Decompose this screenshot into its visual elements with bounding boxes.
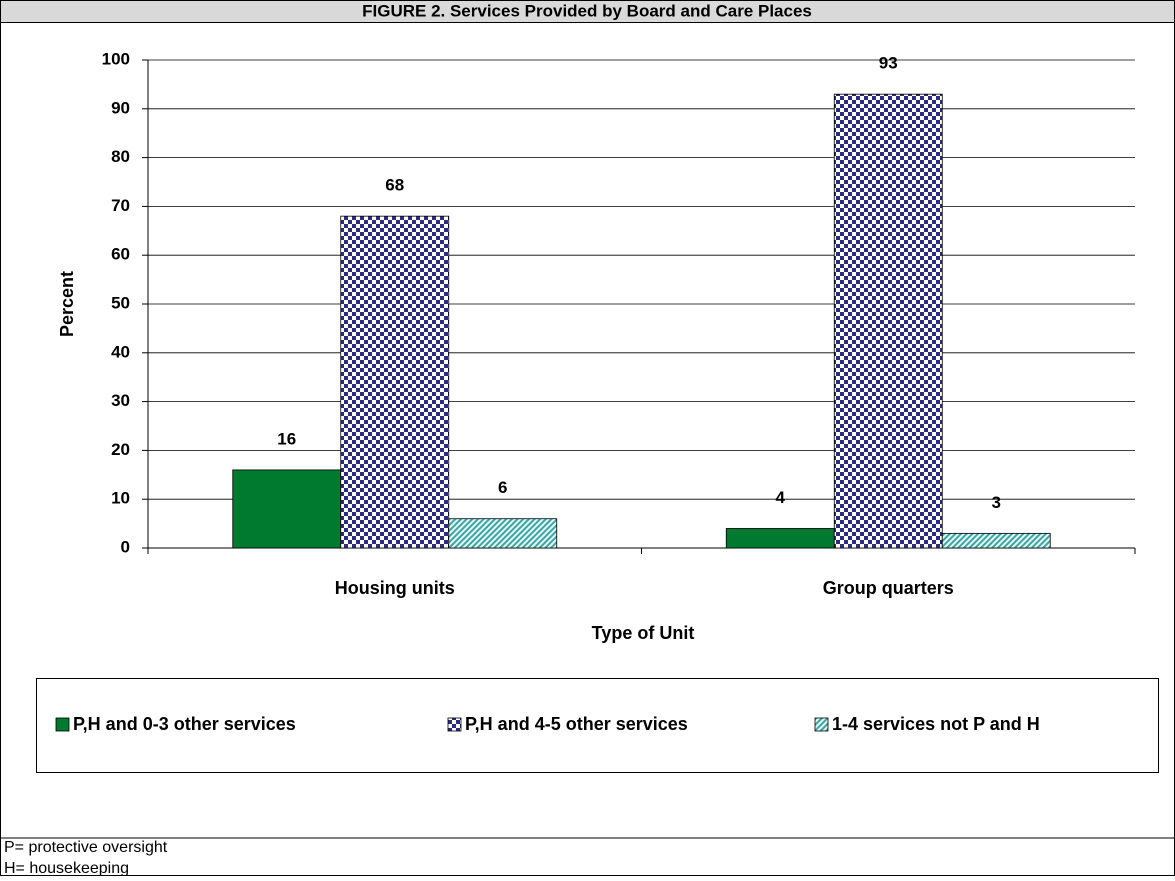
data-label: 4 <box>776 488 786 507</box>
y-axis-label: Percent <box>57 271 77 337</box>
footnote: P= protective oversight <box>4 839 168 856</box>
bar <box>232 469 342 549</box>
y-tick-label: 90 <box>111 98 130 117</box>
data-label: 16 <box>277 429 296 448</box>
data-label: 3 <box>992 493 1001 512</box>
y-tick-label: 20 <box>111 440 130 459</box>
data-label: 93 <box>879 54 898 73</box>
bar <box>448 518 558 549</box>
y-tick-label: 40 <box>111 342 130 361</box>
y-tick-label: 0 <box>121 537 130 556</box>
y-tick-label: 80 <box>111 147 130 166</box>
y-tick-label: 70 <box>111 196 130 215</box>
bar <box>833 93 943 549</box>
y-tick-label: 50 <box>111 293 130 312</box>
bar <box>725 528 835 549</box>
bar <box>340 215 450 549</box>
legend-box <box>36 678 1159 773</box>
data-label: 6 <box>498 478 507 497</box>
y-tick-label: 100 <box>102 49 130 68</box>
bar <box>941 532 1051 549</box>
legend-swatch <box>447 717 462 732</box>
footnote: H= housekeeping <box>4 860 129 876</box>
x-axis-label: Type of Unit <box>592 623 695 643</box>
y-tick-label: 60 <box>111 245 130 264</box>
legend-swatch <box>55 717 70 732</box>
legend-label: P,H and 0-3 other services <box>73 714 296 734</box>
y-tick-label: 10 <box>111 489 130 508</box>
x-tick-label: Group quarters <box>823 578 954 598</box>
legend-swatch <box>814 717 829 732</box>
x-tick-label: Housing units <box>335 578 455 598</box>
chart-title: FIGURE 2. Services Provided by Board and… <box>362 1 812 20</box>
y-tick-label: 30 <box>111 391 130 410</box>
data-label: 68 <box>385 176 404 195</box>
legend-label: 1-4 services not P and H <box>832 714 1040 734</box>
legend-label: P,H and 4-5 other services <box>465 714 688 734</box>
